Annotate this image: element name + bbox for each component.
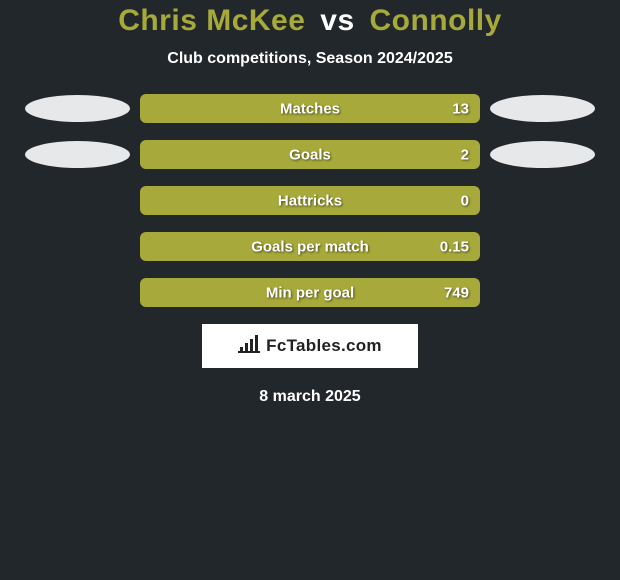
stat-value: 13 (452, 100, 469, 117)
brand-text: FcTables.com (266, 336, 382, 356)
stat-row: Matches 13 (0, 94, 620, 123)
bar-chart-icon (238, 335, 260, 358)
stat-label: Matches (280, 100, 340, 117)
stat-bar: Min per goal 749 (140, 278, 480, 307)
stat-bar: Matches 13 (140, 94, 480, 123)
stat-bar: Hattricks 0 (140, 186, 480, 215)
right-ellipse (490, 95, 595, 122)
left-ellipse (25, 233, 130, 260)
right-ellipse (490, 279, 595, 306)
subtitle: Club competitions, Season 2024/2025 (0, 50, 620, 68)
left-ellipse (25, 187, 130, 214)
stat-row: Goals 2 (0, 140, 620, 169)
right-ellipse (490, 187, 595, 214)
left-ellipse (25, 141, 130, 168)
player1-name: Chris McKee (118, 4, 305, 37)
stat-value: 2 (461, 146, 469, 163)
stat-label: Min per goal (266, 284, 354, 301)
left-ellipse (25, 279, 130, 306)
brand-badge: FcTables.com (202, 324, 418, 368)
right-ellipse (490, 233, 595, 260)
player2-name: Connolly (369, 4, 501, 37)
stat-label: Goals per match (251, 238, 369, 255)
stat-label: Goals (289, 146, 331, 163)
stat-row: Min per goal 749 (0, 278, 620, 307)
stat-rows: Matches 13 Goals 2 Hattricks 0 Goal (0, 94, 620, 307)
stat-value: 0 (461, 192, 469, 209)
comparison-title: Chris McKee vs Connolly (0, 4, 620, 38)
right-ellipse (490, 141, 595, 168)
stat-row: Hattricks 0 (0, 186, 620, 215)
stat-label: Hattricks (278, 192, 342, 209)
stat-bar: Goals per match 0.15 (140, 232, 480, 261)
left-ellipse (25, 95, 130, 122)
stat-row: Goals per match 0.15 (0, 232, 620, 261)
infographic-container: Chris McKee vs Connolly Club competition… (0, 0, 620, 406)
date-label: 8 march 2025 (0, 388, 620, 406)
stat-value: 0.15 (440, 238, 469, 255)
stat-value: 749 (444, 284, 469, 301)
stat-bar: Goals 2 (140, 140, 480, 169)
vs-label: vs (320, 4, 354, 37)
